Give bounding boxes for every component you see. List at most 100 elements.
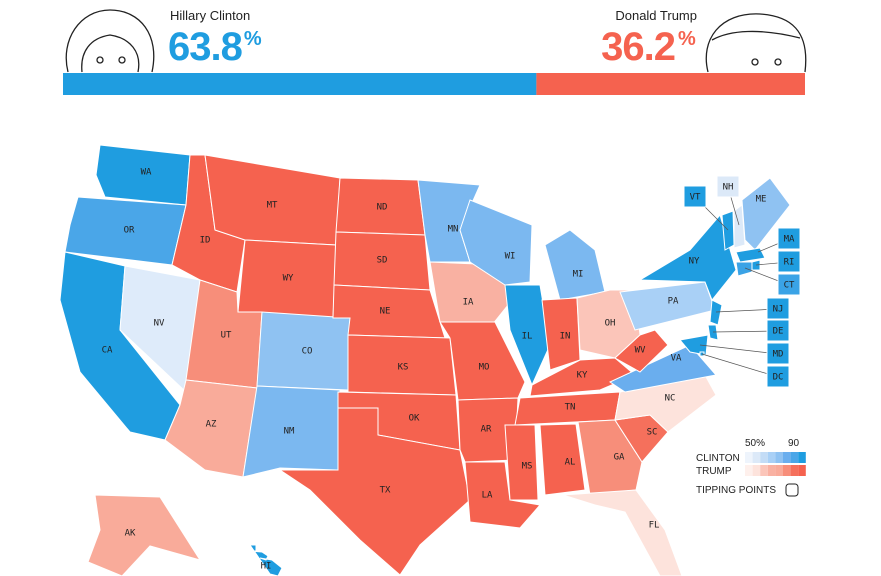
state-tile: [777, 227, 801, 250]
state-label: WI: [505, 252, 516, 262]
state-label: CA: [102, 346, 113, 356]
state-label: NJ: [773, 305, 784, 315]
state-label: IN: [560, 332, 571, 342]
state-label: TX: [380, 486, 391, 496]
state[interactable]: [614, 329, 669, 373]
state-label: ID: [200, 236, 211, 246]
state-label: ND: [377, 203, 388, 213]
candidate-unit: %: [244, 28, 262, 50]
state-label: VA: [671, 354, 682, 364]
state-label: OH: [605, 319, 616, 329]
share-bar: [536, 73, 805, 95]
state[interactable]: [733, 204, 746, 249]
state-label: MT: [267, 201, 278, 211]
state-label: SD: [377, 256, 388, 266]
state-label: VT: [690, 193, 701, 203]
state-label: UT: [221, 331, 232, 341]
legend-swatch: [775, 465, 783, 476]
state-label: OR: [124, 226, 135, 236]
state-label: NC: [665, 394, 676, 404]
state[interactable]: [608, 344, 717, 393]
state-label: NE: [380, 307, 391, 317]
legend-swatch: [760, 452, 768, 463]
state-label: SC: [647, 428, 658, 438]
state-label: PA: [668, 297, 679, 307]
state[interactable]: [95, 144, 191, 206]
candidate-share: 63.8: [168, 25, 243, 69]
legend-swatch: [783, 465, 791, 476]
state-label: WV: [635, 346, 646, 356]
legend-swatch: [767, 452, 776, 463]
state[interactable]: [562, 489, 683, 576]
state[interactable]: [504, 424, 539, 501]
candidate-name: Hillary Clinton: [170, 8, 250, 23]
candidate-share: 36.2: [601, 25, 675, 69]
legend-swatch: [790, 452, 799, 463]
state-label: NM: [284, 427, 295, 437]
state-label: NV: [154, 319, 165, 329]
state[interactable]: [638, 213, 737, 301]
state[interactable]: [539, 423, 586, 496]
callout-line: [699, 344, 779, 355]
state[interactable]: [242, 385, 341, 478]
clinton-sketch: [65, 9, 155, 73]
state-label: HI: [261, 562, 272, 572]
state[interactable]: [464, 461, 541, 529]
legend-swatch: [775, 452, 783, 463]
state[interactable]: [709, 299, 723, 326]
state[interactable]: [707, 324, 719, 341]
state-label: KS: [398, 363, 409, 373]
state-label: IA: [463, 298, 474, 308]
state-label: FL: [649, 521, 660, 531]
callout-line: [701, 353, 779, 378]
state-tile: [777, 250, 801, 273]
state-label: MA: [784, 235, 795, 245]
state[interactable]: [249, 544, 283, 576]
legend-high: 90: [788, 438, 800, 449]
legend-tipping: TIPPING POINTS: [696, 485, 776, 496]
state[interactable]: [278, 407, 471, 576]
legend-swatch: [745, 452, 753, 463]
state-label: MN: [448, 225, 459, 235]
share-bar: [63, 73, 537, 95]
state-label: OK: [409, 414, 420, 424]
state-label: WA: [141, 168, 152, 178]
state-label: AZ: [206, 420, 217, 430]
trump-sketch: [705, 13, 807, 73]
state-label: IL: [522, 332, 533, 342]
state[interactable]: [735, 247, 766, 263]
candidate-unit: %: [678, 28, 696, 50]
state[interactable]: [87, 494, 202, 576]
legend-swatch: [752, 465, 761, 476]
candidate-name: Donald Trump: [615, 8, 697, 23]
state[interactable]: [64, 196, 187, 266]
state-label: RI: [784, 258, 795, 268]
legend-swatch: [790, 465, 799, 476]
legend-swatch: [798, 465, 806, 476]
state[interactable]: [457, 397, 519, 463]
state-tile: [777, 273, 801, 296]
state-tile: [683, 185, 707, 208]
state[interactable]: [544, 229, 606, 301]
state[interactable]: [504, 284, 551, 387]
state-tile: [766, 297, 790, 320]
state-tile: [766, 365, 790, 388]
state-label: NY: [689, 257, 700, 267]
state-label: AK: [125, 529, 136, 539]
state-label: AL: [565, 458, 576, 468]
legend-swatch: [760, 465, 768, 476]
state-label: ME: [756, 195, 767, 205]
state-label: KY: [577, 371, 588, 381]
state-tile: [766, 342, 790, 365]
state-label: LA: [482, 491, 493, 501]
state-label: AR: [481, 425, 492, 435]
state[interactable]: [741, 177, 791, 251]
state[interactable]: [577, 419, 643, 496]
state[interactable]: [735, 261, 753, 277]
legend-swatch: [767, 465, 776, 476]
legend: 50% 90 CLINTON TRUMP TIPPING POINTS: [696, 438, 806, 497]
state-label: WY: [283, 274, 294, 284]
state-label: MO: [479, 363, 490, 373]
tipping-toggle[interactable]: [785, 483, 799, 497]
